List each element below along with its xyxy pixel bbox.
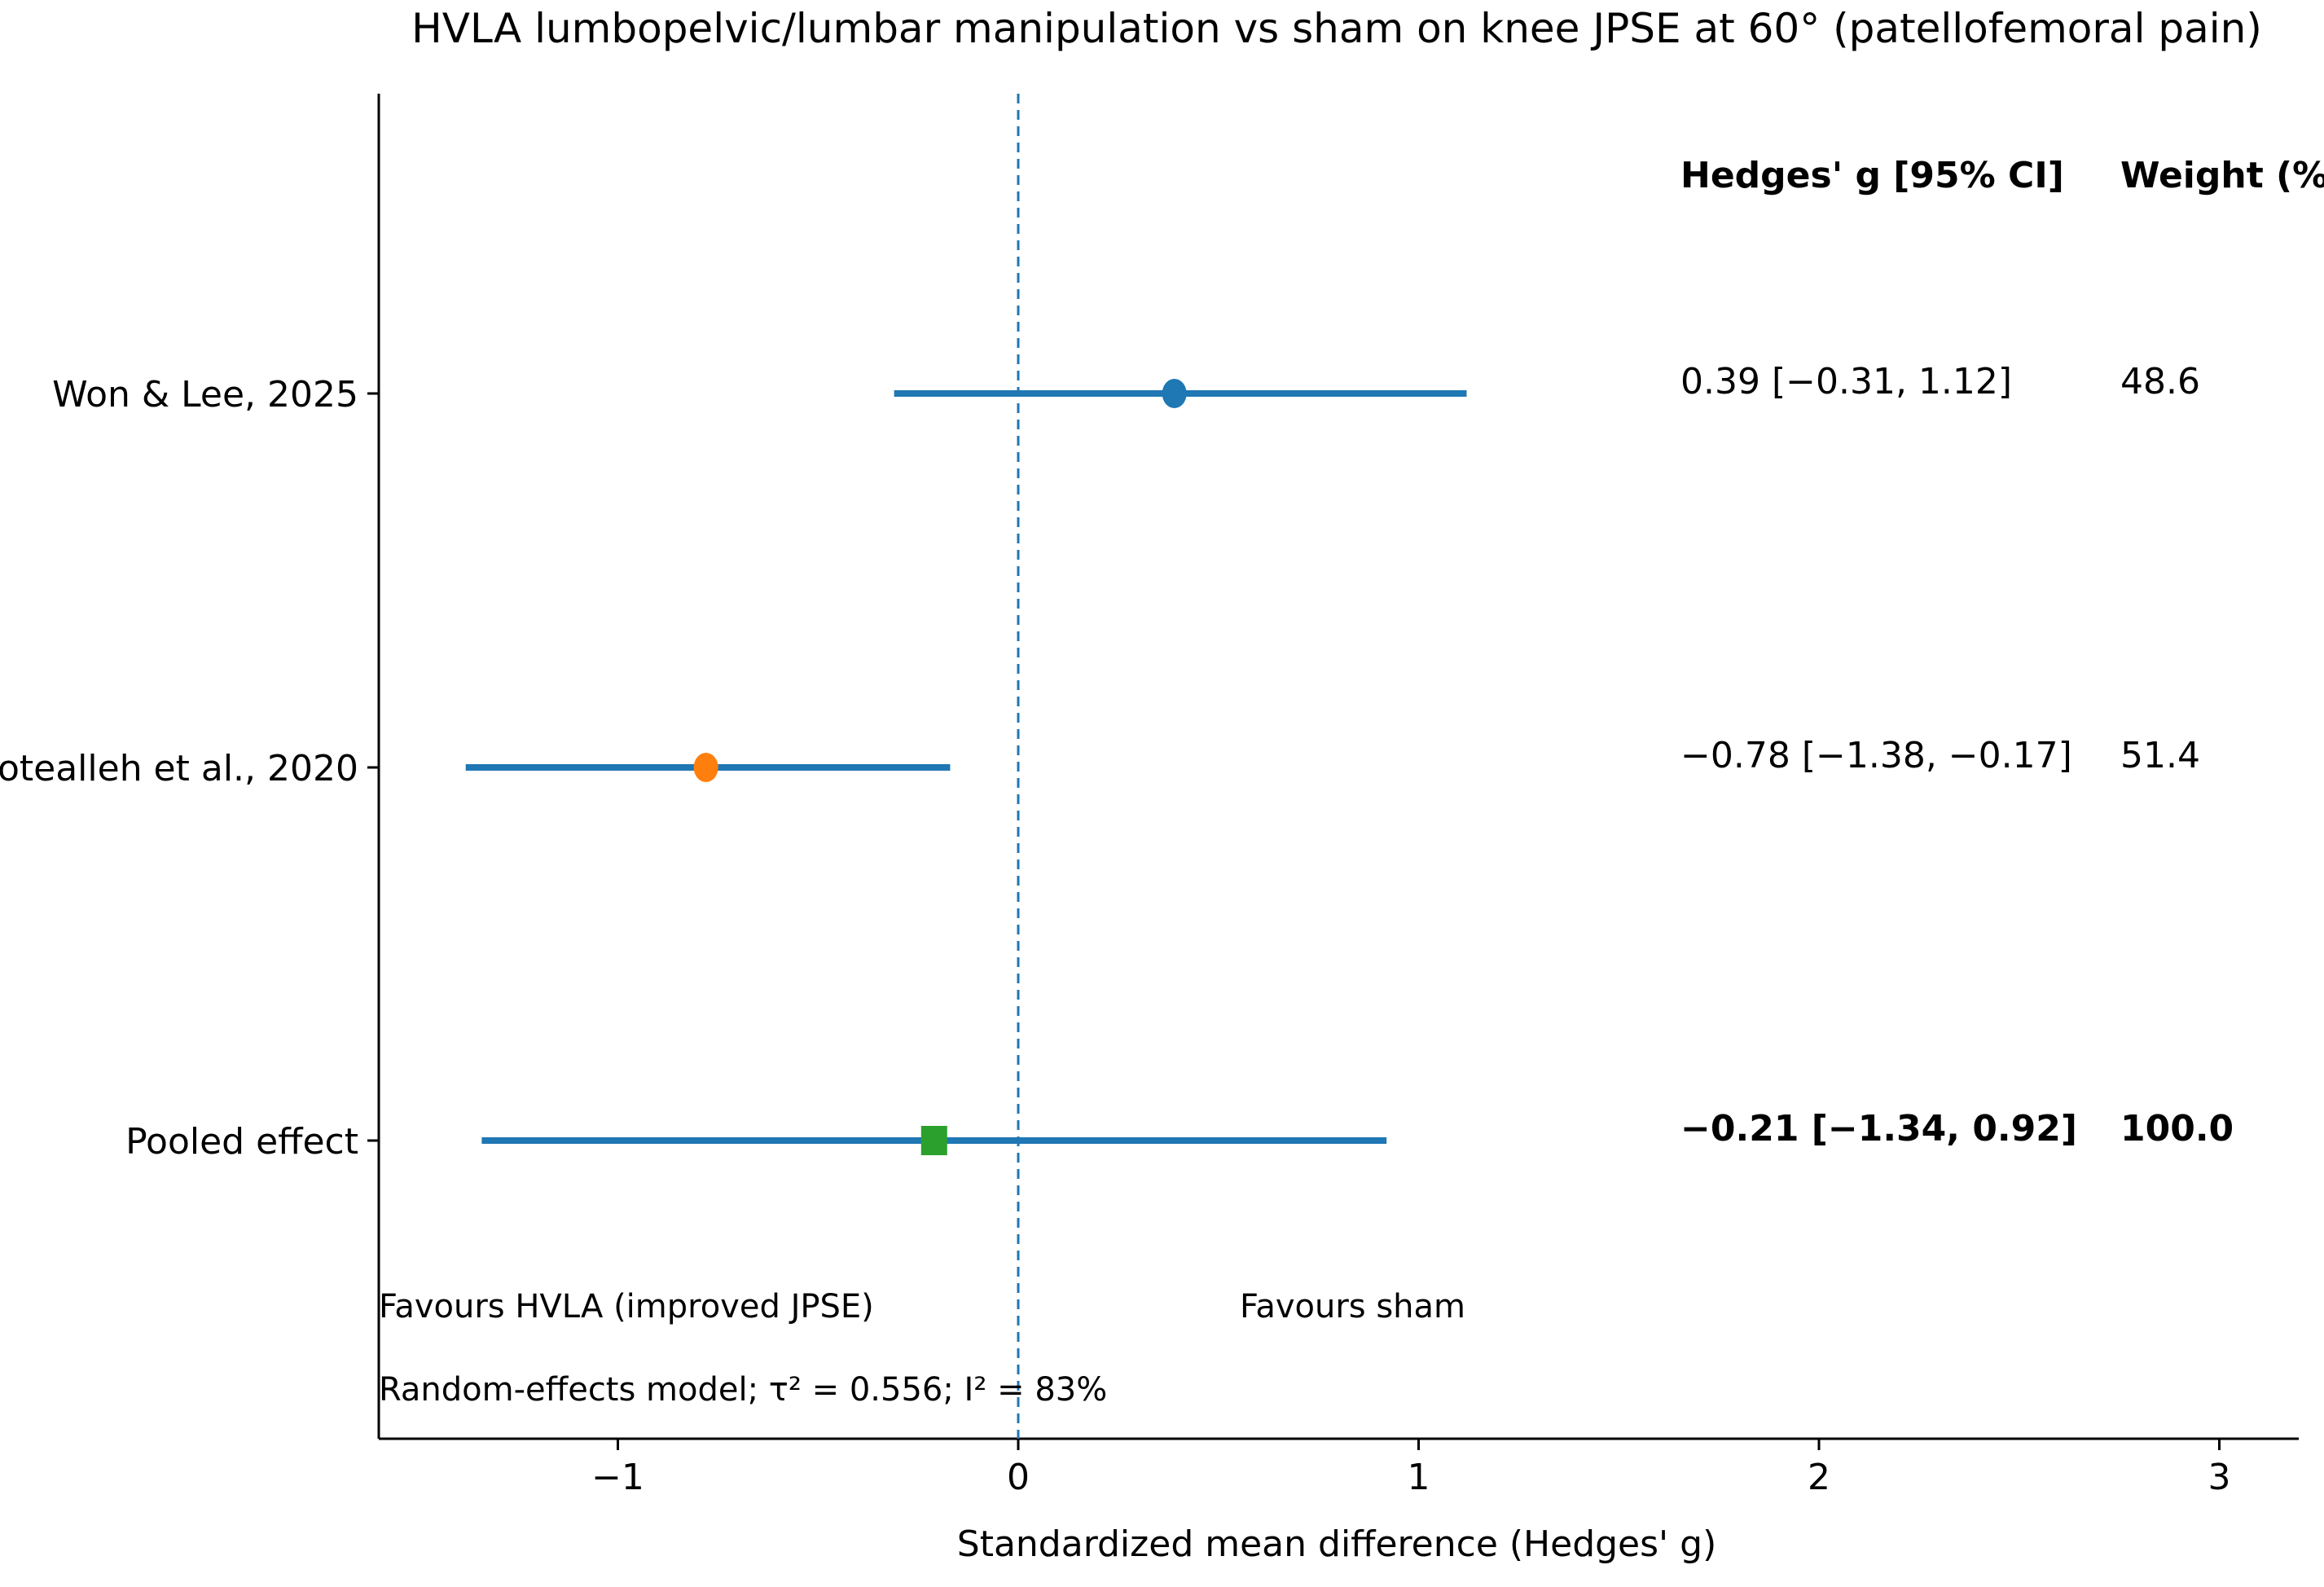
column-header-effect: Hedges' g [95% CI]: [1680, 155, 2064, 196]
x-tick-label: 1: [1408, 1457, 1430, 1498]
effect-size-text: −0.21 [−1.34, 0.92]: [1680, 1108, 2077, 1150]
effect-size-text: 0.39 [−0.31, 1.12]: [1680, 361, 2012, 402]
effect-point-marker: [693, 753, 718, 782]
x-tick-label: 3: [2208, 1457, 2231, 1498]
effect-point-marker: [1162, 379, 1187, 408]
study-label: Pooled effect: [125, 1121, 358, 1163]
x-tick-label: 0: [1007, 1457, 1030, 1498]
weight-text: 48.6: [2120, 361, 2200, 402]
study-rows: Won & Lee, 2025 0.39 [−0.31, 1.12] 48.6 Mot…: [0, 361, 2234, 1163]
effect-size-text: −0.78 [−1.38, −0.17]: [1680, 735, 2072, 776]
weight-text: 100.0: [2120, 1108, 2234, 1150]
study-row: Motealleh et al., 2020 −0.78 [−1.38, −0.1…: [0, 735, 2200, 789]
study-label: Motealleh et al., 2020: [0, 748, 358, 789]
chart-title: HVLA lumbopelvic/lumbar manipulation vs …: [411, 5, 2262, 52]
x-axis-label: Standardized mean difference (Hedges' g): [957, 1523, 1716, 1565]
favours-right-label: Favours sham: [1240, 1288, 1465, 1325]
x-tick-label: −1: [591, 1457, 644, 1498]
study-label: Won & Lee, 2025: [52, 374, 358, 415]
column-header-weight: Weight (%): [2120, 155, 2324, 196]
study-row: Won & Lee, 2025 0.39 [−0.31, 1.12] 48.6: [52, 361, 2200, 415]
weight-text: 51.4: [2120, 735, 2200, 776]
favours-left-label: Favours HVLA (improved JPSE): [379, 1288, 874, 1325]
pooled-effect-marker: [920, 1126, 947, 1155]
x-ticks: −1 0 1 2 3: [591, 1439, 2231, 1498]
x-tick-label: 2: [1808, 1457, 1830, 1498]
model-note: Random-effects model; τ² = 0.556; I² = 8…: [379, 1371, 1107, 1409]
study-row: Pooled effect −0.21 [−1.34, 0.92] 100.0: [125, 1108, 2234, 1163]
